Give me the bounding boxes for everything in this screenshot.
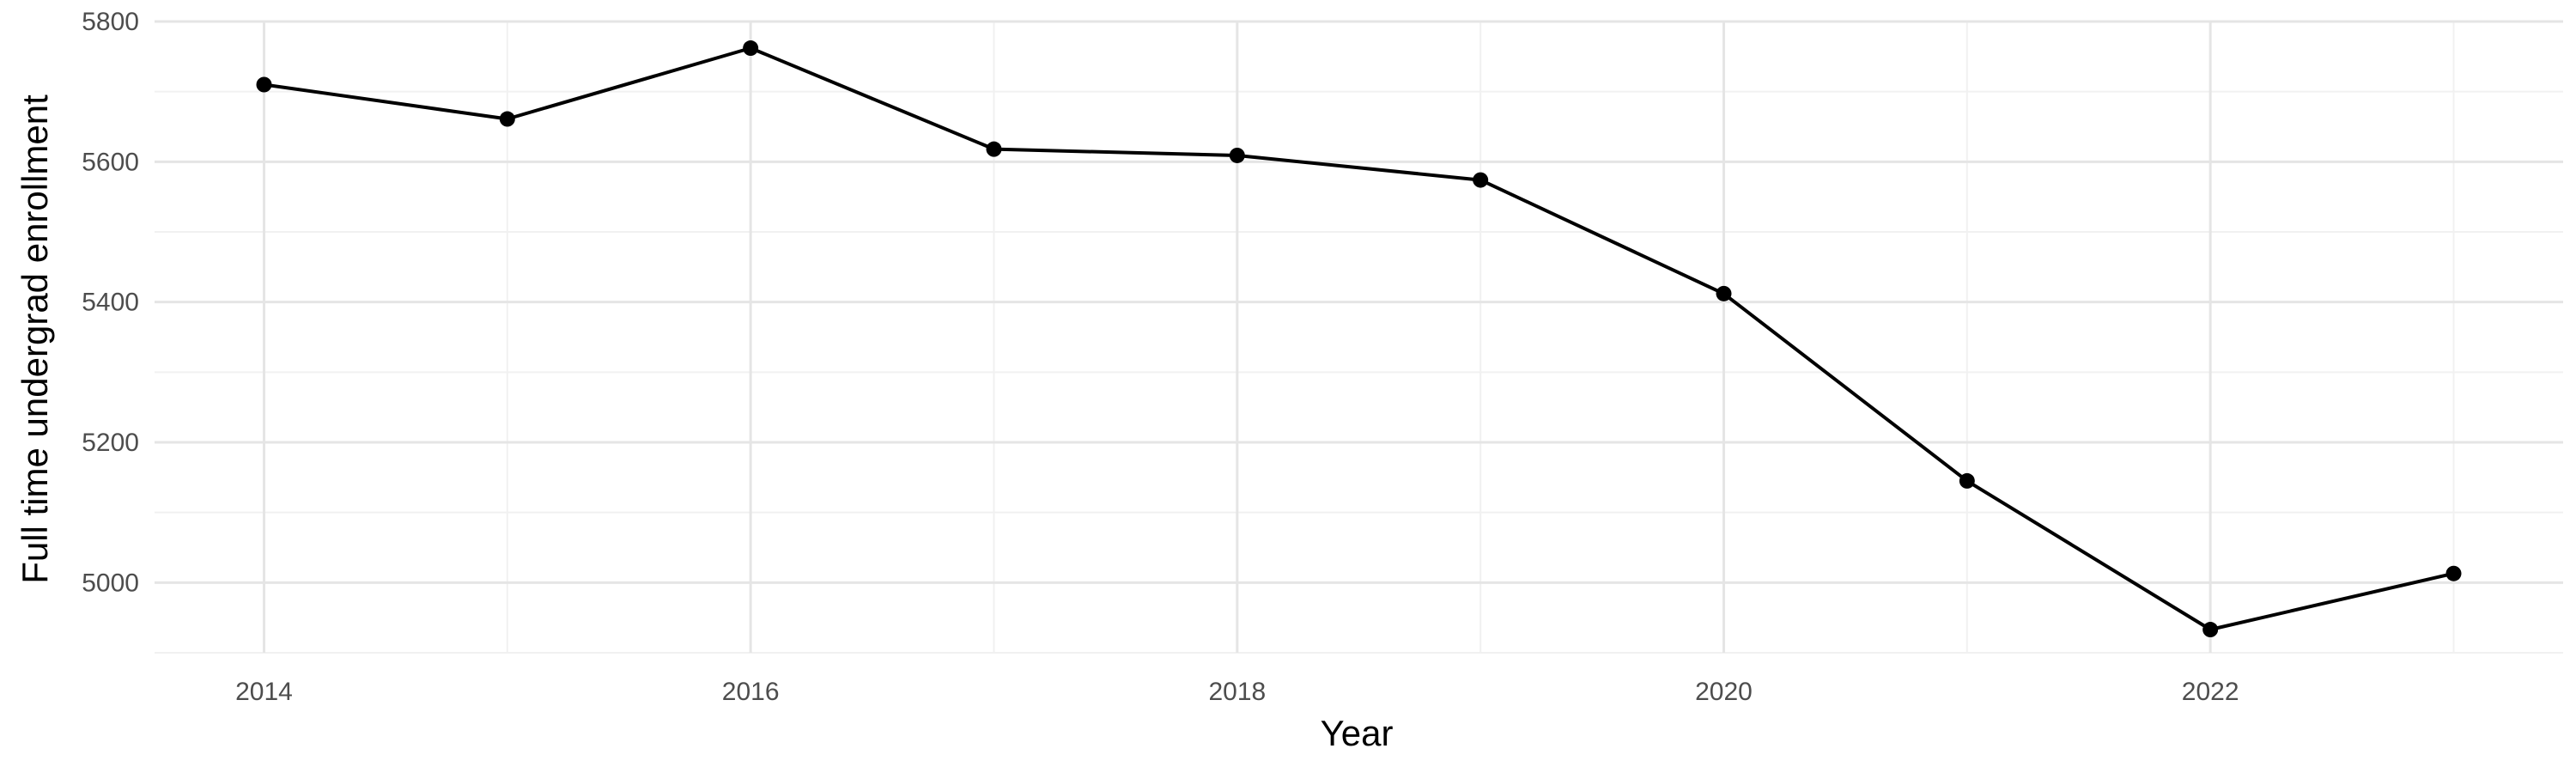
x-axis-ticks: 2014 2016 2018 2020 2022: [235, 678, 2239, 706]
data-point: [1229, 147, 1245, 163]
series-line: [264, 46, 2454, 631]
data-point: [499, 111, 515, 127]
data-point: [1959, 472, 1975, 489]
data-point: [986, 141, 1002, 157]
series-enrollment: [256, 40, 2462, 638]
y-axis-ticks: 5000 5200 5400 5600 5800: [82, 8, 139, 597]
data-point: [743, 40, 759, 57]
data-point: [2445, 565, 2462, 581]
x-axis-title: Year: [1321, 713, 1394, 753]
y-tick-label: 5400: [82, 289, 139, 317]
y-axis-title: Full time undergrad enrollment: [15, 94, 55, 584]
x-tick-label: 2022: [2182, 678, 2239, 706]
data-point: [1716, 285, 1732, 301]
x-tick-label: 2020: [1695, 678, 1753, 706]
y-tick-label: 5000: [82, 569, 139, 597]
x-tick-label: 2014: [235, 678, 293, 706]
data-point: [1473, 172, 1489, 188]
x-tick-label: 2016: [722, 678, 780, 706]
data-point: [256, 76, 272, 93]
x-tick-label: 2018: [1208, 678, 1266, 706]
y-tick-label: 5200: [82, 429, 139, 457]
y-tick-label: 5800: [82, 8, 139, 36]
y-tick-label: 5600: [82, 148, 139, 176]
data-point: [2202, 622, 2219, 638]
